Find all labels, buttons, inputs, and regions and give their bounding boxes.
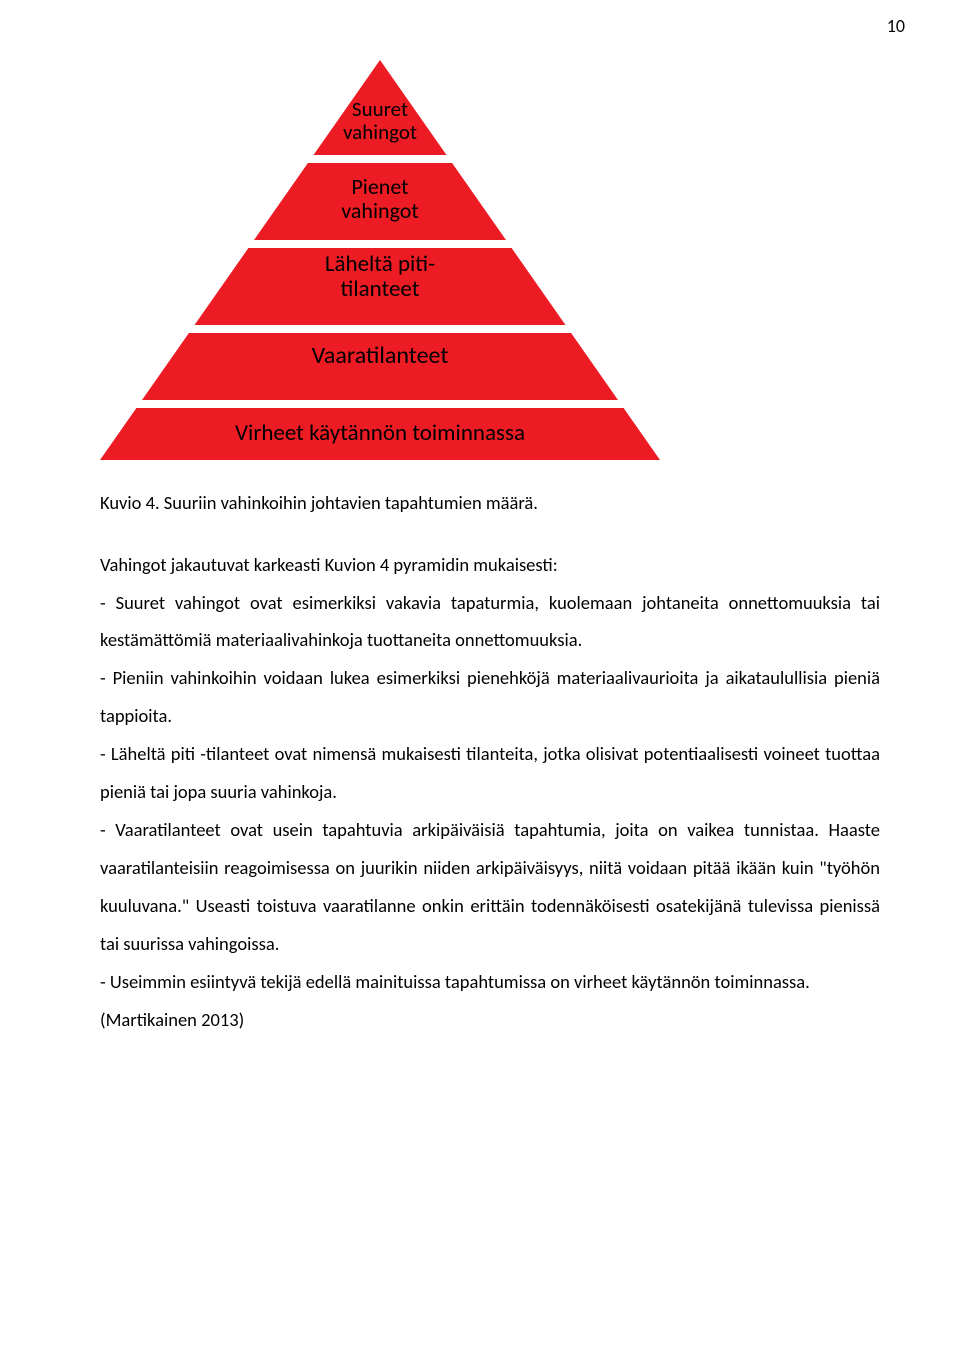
pyramid-label-3: Läheltä piti-tilanteet — [100, 252, 660, 303]
pyramid-chart: Suuretvahingot Pienetvahingot Läheltä piti… — [100, 60, 660, 460]
body-bullet-1: - Suuret vahingot ovat esimerkiksi vakav… — [100, 584, 880, 660]
body-intro: Vahingot jakautuvat karkeasti Kuvion 4 p… — [100, 546, 880, 584]
body-text: Vahingot jakautuvat karkeasti Kuvion 4 p… — [100, 546, 880, 1039]
body-bullet-3: - Läheltä piti -tilanteet ovat nimensä m… — [100, 735, 880, 811]
pyramid-label-1: Suuretvahingot — [100, 98, 660, 144]
body-bullet-2: - Pieniin vahinkoihin voidaan lukea esim… — [100, 659, 880, 735]
figure-caption: Kuvio 4. Suuriin vahinkoihin johtavien t… — [100, 488, 880, 518]
body-bullet-5: - Useimmin esiintyvä tekijä edellä maini… — [100, 963, 880, 1001]
pyramid-label-4: Vaaratilanteet — [100, 343, 660, 369]
body-reference: (Martikainen 2013) — [100, 1001, 880, 1039]
body-bullet-4: - Vaaratilanteet ovat usein tapahtuvia a… — [100, 811, 880, 963]
pyramid-label-5: Virheet käytännön toiminnassa — [100, 421, 660, 446]
page-number: 10 — [887, 15, 905, 37]
page: 10 Suuretvahingot Pienetvahingot Läheltä p… — [0, 0, 960, 1079]
pyramid-label-2: Pienetvahingot — [100, 175, 660, 223]
